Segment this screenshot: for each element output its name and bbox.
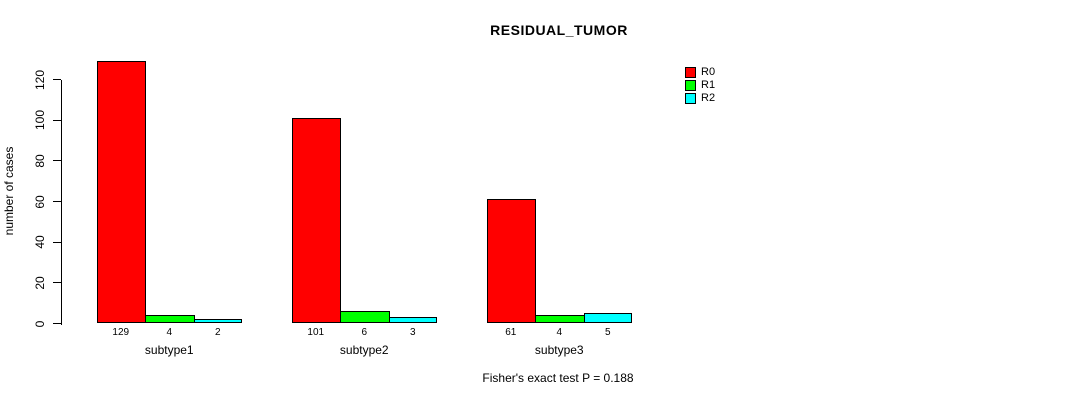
y-axis-line [61,79,62,325]
y-tick-60 [53,201,61,202]
bar-r1-subtype3 [535,315,585,324]
y-tick-label-20: 20 [33,276,47,290]
chart-title: RESIDUAL_TUMOR [490,22,628,38]
bar-r1-subtype2 [340,311,390,324]
bar-r2-subtype2 [388,317,437,324]
y-tick-100 [53,119,61,121]
bar-r2-subtype1 [193,319,242,324]
y-tick-0 [53,323,61,324]
legend-item-r1: R1 [685,79,715,92]
y-tick-label-0: 0 [33,320,47,327]
y-axis-label: number of cases [2,146,16,236]
legend-swatch-r0-icon [685,67,696,78]
bar-value-r0-subtype3: 61 [505,327,517,338]
legend-swatch-r1-icon [685,80,696,91]
bar-value-r0-subtype1: 129 [112,327,130,338]
legend-label-r1: R1 [701,79,716,91]
y-tick-label-60: 60 [33,194,47,209]
x-category-label-subtype2: subtype2 [339,343,389,357]
legend-label-r0: R0 [701,66,716,78]
x-category-label-subtype3: subtype3 [534,343,584,357]
x-category-label-subtype1: subtype1 [144,343,194,357]
bar-value-r0-subtype2: 101 [307,327,325,338]
bar-value-r2-subtype2: 3 [409,327,416,338]
legend-item-r0: R0 [685,66,715,79]
y-tick-80 [53,160,61,162]
bar-r0-subtype3 [486,199,536,324]
y-tick-label-120: 120 [33,69,47,90]
bar-r0-subtype1 [96,61,146,324]
bar-r1-subtype1 [145,315,195,324]
y-tick-label-100: 100 [33,110,47,131]
y-tick-40 [53,241,61,243]
bar-value-r1-subtype2: 6 [361,327,368,338]
bar-value-r1-subtype3: 4 [556,327,563,338]
bar-value-r2-subtype1: 2 [214,327,221,338]
y-tick-label-40: 40 [33,235,47,249]
legend-item-r2: R2 [685,92,715,105]
bar-value-r1-subtype1: 4 [166,327,173,338]
y-tick-20 [53,282,61,284]
y-tick-label-80: 80 [33,154,47,168]
y-tick-120 [53,79,61,80]
legend-swatch-r2-icon [685,93,696,104]
legend: R0 R1 R2 [685,66,715,105]
bar-r0-subtype2 [291,118,341,324]
legend-label-r2: R2 [701,92,716,104]
bar-value-r2-subtype3: 5 [604,327,611,338]
footnote: Fisher's exact test P = 0.188 [482,371,634,385]
bar-r2-subtype3 [583,313,632,324]
